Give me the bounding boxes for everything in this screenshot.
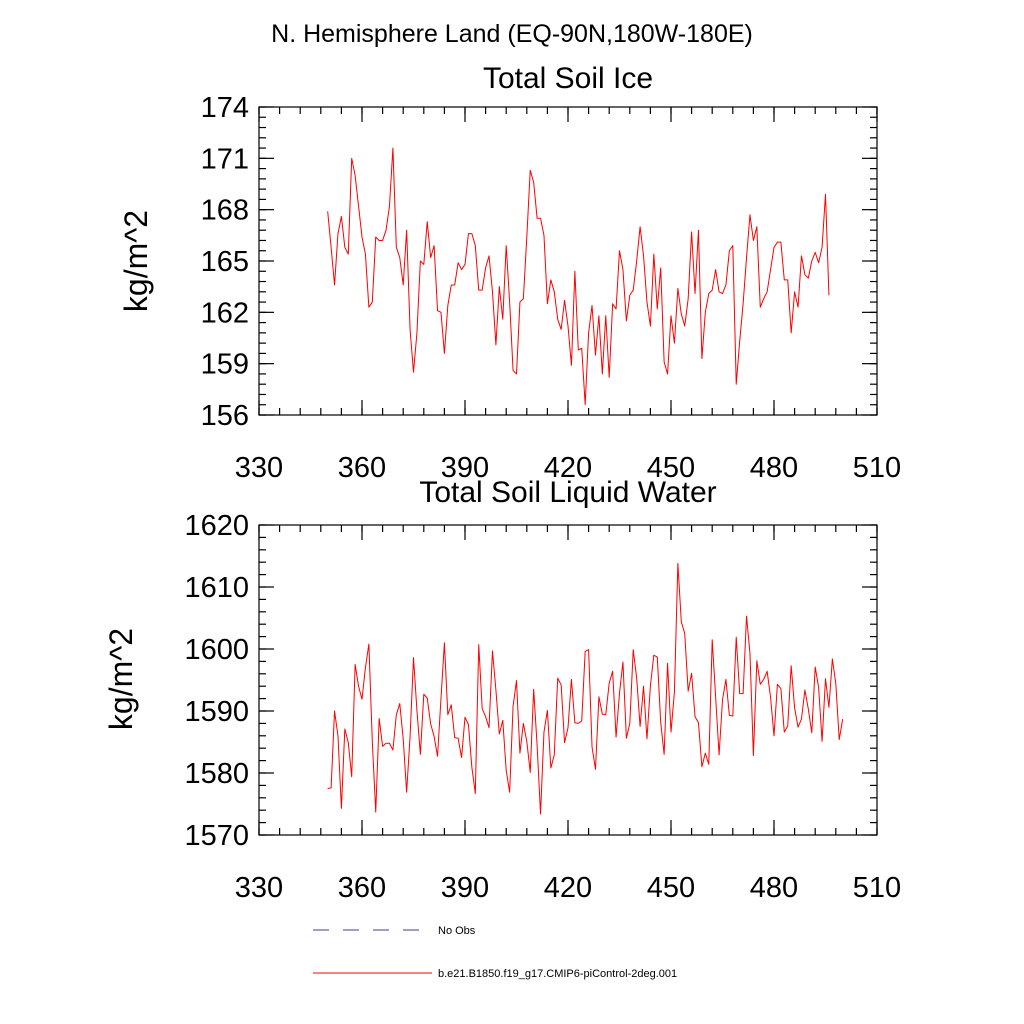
x-tick-label: 450 [647, 872, 695, 904]
x-tick-label: 480 [750, 452, 798, 484]
y-tick-label: 1600 [184, 634, 249, 666]
x-tick-label: 420 [544, 452, 592, 484]
y-tick-label: 1580 [184, 758, 249, 790]
panel-total-soil-liquid-water: Total Soil Liquid Water kg/m^2 330 360 390… [103, 476, 901, 904]
y-tick-label: 1620 [184, 510, 249, 542]
panel-title-soil-liquid-water: Total Soil Liquid Water [419, 476, 716, 509]
x-tick-label: 480 [750, 872, 798, 904]
x-tick-label: 510 [853, 452, 901, 484]
y-tick-label: 174 [201, 92, 249, 124]
x-tick-label: 450 [647, 452, 695, 484]
y-tick-label: 168 [201, 195, 249, 227]
x-tick-label: 360 [338, 452, 386, 484]
series-line [327, 147, 830, 406]
legend-no-obs-label: No Obs [438, 925, 476, 937]
y-tick-label: 165 [201, 246, 249, 278]
panel-total-soil-ice: Total Soil Ice kg/m^2 330 360 390 420 450 480… [118, 62, 901, 484]
plot-frame [258, 106, 878, 416]
series-line [327, 562, 844, 815]
y-tick-label: 171 [201, 143, 249, 175]
y-axis-label-soil-ice: kg/m^2 [118, 210, 154, 312]
plot-area-soil-liquid-water: 330 360 390 420 450 480 510 1570 1580 1590 1600 161… [184, 510, 901, 904]
legend-model-label: b.e21.B1850.f19_g17.CMIP6-piControl-2deg… [438, 968, 677, 980]
x-tick-label: 420 [544, 872, 592, 904]
x-tick-label: 390 [441, 452, 489, 484]
y-tick-label: 162 [201, 297, 249, 329]
y-axis-label-soil-liquid-water: kg/m^2 [103, 628, 139, 730]
y-tick-label: 1590 [184, 696, 249, 728]
y-tick-label: 159 [201, 349, 249, 381]
panel-title-soil-ice: Total Soil Ice [483, 62, 653, 95]
x-tick-label: 510 [853, 872, 901, 904]
y-tick-label: 156 [201, 400, 249, 432]
plot-area-soil-ice: 330 360 390 420 450 480 510 156 159 162 165 168 171 1… [201, 92, 902, 484]
x-tick-label: 330 [235, 872, 283, 904]
figure-suptitle: N. Hemisphere Land (EQ-90N,180W-180E) [271, 20, 753, 48]
plot-frame [258, 524, 878, 836]
y-tick-label: 1570 [184, 820, 249, 852]
legend: No Obs b.e21.B1850.f19_g17.CMIP6-piContr… [313, 925, 677, 980]
x-tick-label: 390 [441, 872, 489, 904]
y-tick-label: 1610 [184, 572, 249, 604]
x-tick-label: 360 [338, 872, 386, 904]
x-tick-label: 330 [235, 452, 283, 484]
